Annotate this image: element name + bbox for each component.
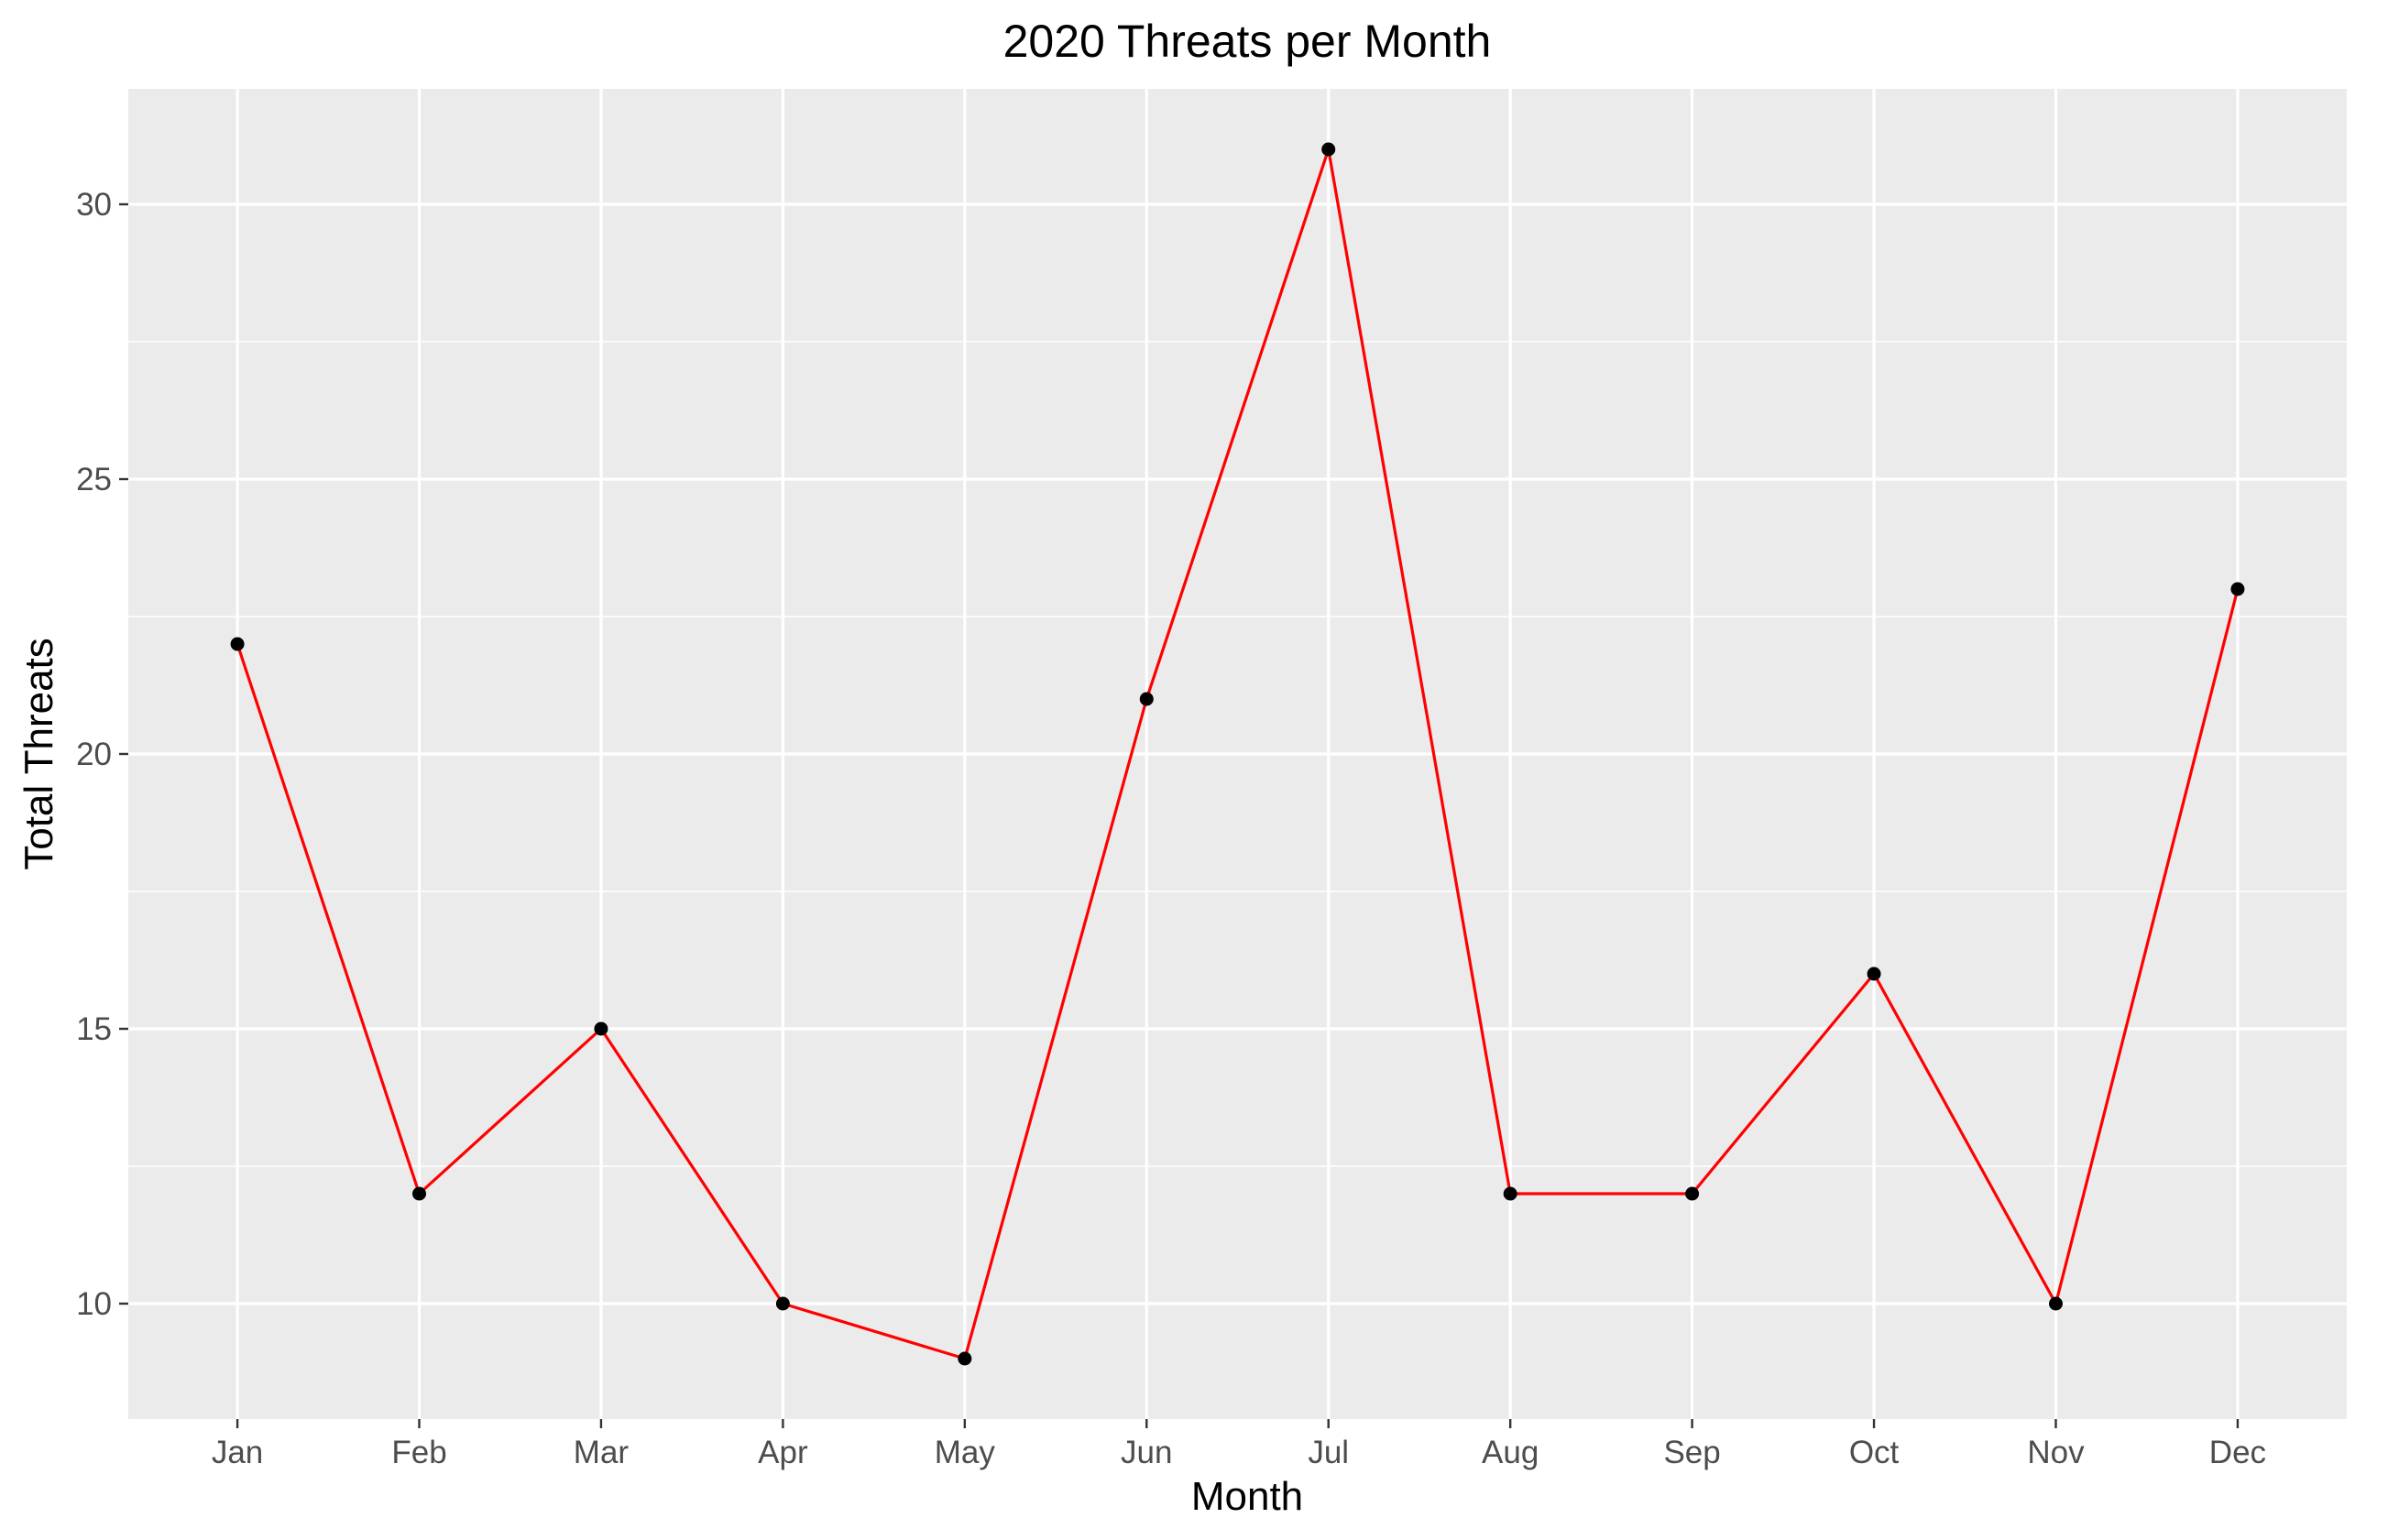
data-point-may — [958, 1351, 972, 1366]
data-point-feb — [412, 1186, 427, 1201]
x-tick-label-0: Jan — [212, 1435, 263, 1470]
series-line — [236, 147, 2240, 1360]
series-layer — [230, 142, 2245, 1366]
y-tick-label-2: 20 — [76, 737, 112, 772]
x-tick-label-8: Sep — [1663, 1435, 1720, 1470]
x-tick-label-9: Oct — [1849, 1435, 1900, 1470]
data-point-oct — [1867, 967, 1881, 981]
y-tick-label-4: 30 — [76, 187, 112, 223]
y-tick-label-0: 10 — [76, 1286, 112, 1322]
x-tick-label-6: Jul — [1308, 1435, 1349, 1470]
x-tick-label-10: Nov — [2027, 1435, 2085, 1470]
x-tick-label-11: Dec — [2209, 1435, 2266, 1470]
x-axis-title: Month — [1191, 1474, 1303, 1519]
data-point-aug — [1503, 1186, 1517, 1201]
y-tick-label-3: 25 — [76, 462, 112, 497]
axes: 10 15 20 25 30 Jan Feb Mar Apr May Jun Jul Aug Sep Oct… — [76, 187, 2266, 1470]
data-point-jan — [230, 637, 245, 651]
data-point-sep — [1685, 1186, 1700, 1201]
data-point-dec — [2230, 582, 2245, 596]
x-tick-label-5: Jun — [1121, 1435, 1172, 1470]
x-tick-label-2: Mar — [574, 1435, 630, 1470]
x-tick-label-7: Aug — [1482, 1435, 1539, 1470]
data-point-jul — [1321, 142, 1336, 157]
y-tick-label-1: 15 — [76, 1011, 112, 1047]
data-point-nov — [2048, 1296, 2063, 1311]
data-point-apr — [775, 1296, 790, 1311]
x-tick-label-4: May — [935, 1435, 996, 1470]
y-axis-title: Total Threats — [16, 638, 61, 870]
x-tick-label-1: Feb — [391, 1435, 446, 1470]
data-point-mar — [594, 1021, 608, 1036]
chart-title: 2020 Threats per Month — [1003, 16, 1492, 67]
data-point-jun — [1139, 692, 1154, 706]
x-tick-label-3: Apr — [758, 1435, 808, 1470]
